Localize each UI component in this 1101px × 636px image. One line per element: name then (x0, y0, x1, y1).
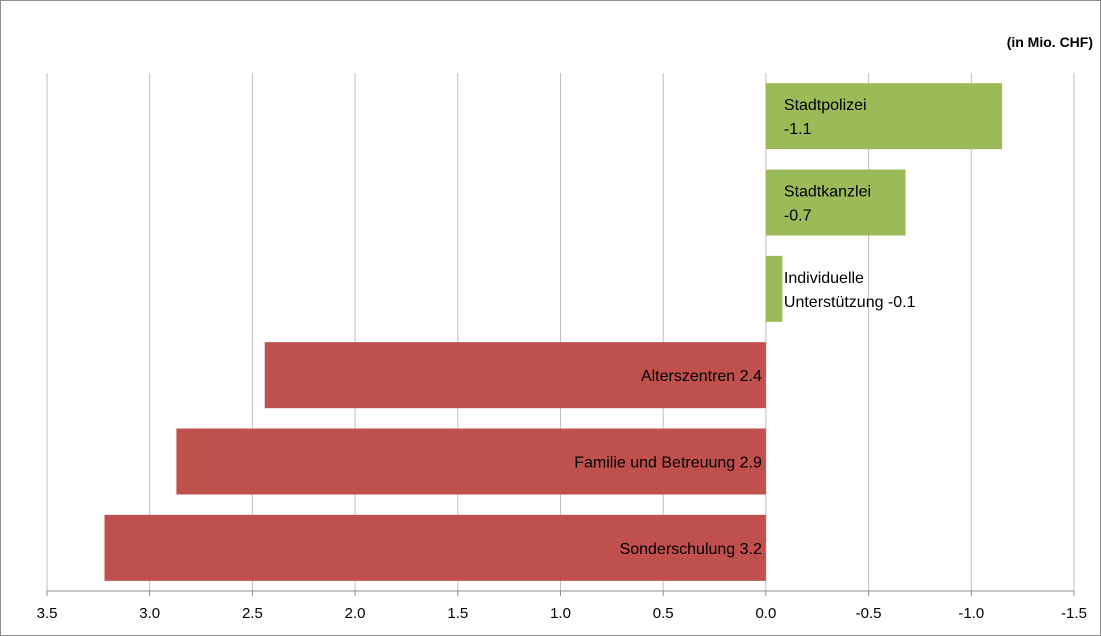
bar (104, 514, 766, 581)
bars (104, 83, 1003, 581)
bar-data-label-line: -1.1 (784, 121, 812, 138)
x-tick-label: 3.0 (139, 605, 160, 622)
bar-data-label-line: Stadtpolizei (784, 97, 867, 114)
bar-data-label-line: Sonderschulung 3.2 (620, 541, 762, 558)
bar-data-label: Stadtkanzlei -0.7 (784, 184, 871, 225)
bar-data-label: Stadtpolizei -1.1 (784, 97, 867, 138)
bar (765, 169, 906, 236)
bar-data-label-line: Familie und Betreuung 2.9 (574, 455, 762, 472)
bar-data-label-line: -0.7 (784, 208, 812, 225)
bar-data-label-line: Unterstützung -0.1 (784, 294, 916, 311)
bar (176, 428, 766, 495)
x-tick-label: 0.0 (755, 605, 776, 622)
data-labels: Stadtpolizei -1.1 Stadtkanzlei -0.7 Individu… (574, 97, 915, 558)
bar-data-label: Alterszentren 2.4 (641, 368, 762, 385)
x-tick-label: 2.5 (242, 605, 263, 622)
bar (765, 255, 783, 322)
x-tick-label: 2.0 (345, 605, 366, 622)
unit-label: (in Mio. CHF) (1007, 34, 1093, 50)
bar-data-label-line: Individuelle (784, 270, 864, 287)
bar (264, 342, 766, 409)
x-tick-label: -1.0 (958, 605, 984, 622)
bar-data-label: Familie und Betreuung 2.9 (574, 455, 762, 472)
bar-data-label-line: Stadtkanzlei (784, 184, 871, 201)
x-tick-label: -0.5 (856, 605, 882, 622)
bar-data-label-line: Alterszentren 2.4 (641, 368, 762, 385)
x-axis-ticks: 3.5 3.0 2.5 2.0 1.5 1.0 0.5 0.0 -0.5 -1.0 -1.5 (37, 591, 1087, 622)
gridlines (46, 73, 1075, 591)
x-tick-label: 1.5 (447, 605, 468, 622)
x-tick-label: 0.5 (653, 605, 674, 622)
bar (765, 83, 1003, 150)
bar-data-label: Sonderschulung 3.2 (620, 541, 762, 558)
x-tick-label: 1.0 (550, 605, 571, 622)
x-tick-label: -1.5 (1061, 605, 1087, 622)
x-tick-label: 3.5 (37, 605, 58, 622)
bar-data-label: Individuelle Unterstützung -0.1 (784, 270, 916, 311)
